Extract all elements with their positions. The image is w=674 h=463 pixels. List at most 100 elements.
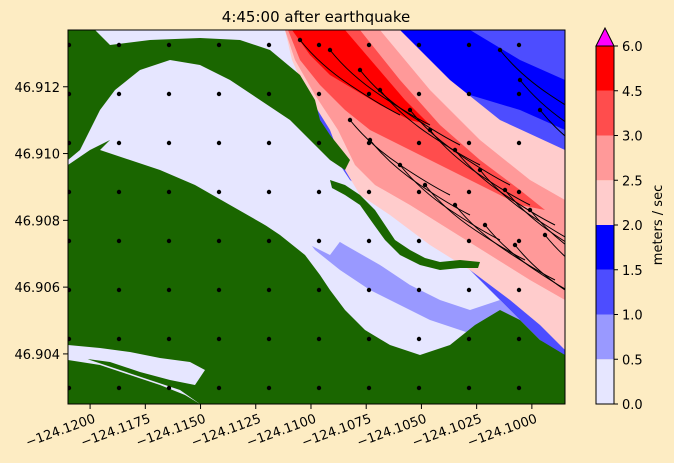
streamline-seed	[407, 107, 413, 113]
chart-title: 4:45:00 after earthquake	[222, 8, 410, 26]
streamline-seed	[68, 238, 72, 244]
streamline-seed	[357, 67, 363, 73]
colorbar-segment	[596, 90, 614, 136]
y-tick-label: 46.908	[15, 214, 61, 229]
streamline-seed	[166, 238, 172, 244]
colorbar-tick-label: 3.0	[622, 130, 643, 145]
streamline-seed	[516, 42, 522, 48]
streamline-seed	[366, 336, 372, 342]
streamline-seed	[497, 47, 503, 53]
plot-area	[68, 30, 565, 404]
streamline-seed	[68, 91, 72, 97]
streamline-seed	[316, 189, 322, 195]
streamline-seed	[116, 91, 122, 97]
streamline-seed	[452, 147, 458, 153]
streamline-seed	[366, 91, 372, 97]
streamline	[359, 69, 461, 146]
streamline	[409, 109, 511, 186]
colorbar-tick-label: 6.0	[622, 40, 643, 55]
land-inlet-tip	[330, 180, 480, 270]
streamline-seed	[166, 189, 172, 195]
streamline-seed	[216, 336, 222, 342]
streamline-seed	[116, 385, 122, 391]
axes-frame	[67, 29, 566, 405]
streamline-seed	[366, 287, 372, 293]
streamline-seed	[166, 385, 172, 391]
streamline-seed	[216, 238, 222, 244]
streamline-seed	[527, 207, 533, 213]
streamline-seed	[116, 238, 122, 244]
streamline-seed	[416, 336, 422, 342]
streamline-seed	[166, 42, 172, 48]
streamline-seed	[466, 42, 472, 48]
streamline-seed	[466, 238, 472, 244]
streamline	[379, 89, 481, 166]
colorbar-tick-label: 2.5	[622, 174, 643, 189]
streamline-seed	[366, 385, 372, 391]
streamline-seed	[517, 77, 523, 83]
streamline	[544, 234, 565, 258]
streamline-seed	[416, 189, 422, 195]
streamline-seed	[68, 189, 72, 195]
streamline-seed	[266, 336, 272, 342]
streamline-seed	[316, 42, 322, 48]
colorbar-tick-label: 1.5	[622, 264, 643, 279]
streamline-seed	[466, 189, 472, 195]
streamline-seed	[316, 91, 322, 97]
streamline-seed	[516, 238, 522, 244]
streamline-seed	[482, 222, 488, 228]
land-main	[68, 140, 565, 404]
streamline-seed	[537, 107, 543, 113]
streamline-seed	[427, 127, 433, 133]
streamline-seed	[266, 385, 272, 391]
streamline-seed	[366, 42, 372, 48]
colorbar-segment	[596, 359, 614, 404]
streamline-seed	[397, 162, 403, 168]
streamline-seed	[68, 42, 72, 48]
streamline-seed	[316, 287, 322, 293]
colorbar: 0.0 0.5 1.0 1.5 2.0 2.5 3.0 4.5 6.0	[595, 26, 643, 413]
colorbar-segment	[596, 180, 614, 225]
land-gap-patch	[68, 345, 205, 385]
streamline	[504, 189, 565, 243]
streamline-seed	[516, 189, 522, 195]
colorbar-segment	[596, 46, 614, 91]
y-tick-label: 46.910	[15, 148, 61, 163]
land-spit	[68, 30, 350, 170]
colorbar-segment	[596, 135, 614, 181]
streamline	[299, 39, 401, 116]
colorbar-label: meters / sec	[651, 185, 666, 265]
y-tick-label: 46.912	[15, 81, 61, 96]
streamline-seed	[116, 336, 122, 342]
streamline	[399, 164, 501, 241]
streamline-seed	[266, 140, 272, 146]
colorbar-tick-label: 2.0	[622, 219, 643, 234]
streamline-seed	[216, 91, 222, 97]
streamline-seed	[266, 238, 272, 244]
streamline-seed	[297, 37, 303, 43]
streamline-seed	[266, 287, 272, 293]
streamline-seed	[416, 287, 422, 293]
colorbar-tick-label: 0.5	[622, 353, 643, 368]
streamline-seed	[216, 287, 222, 293]
speed-band-red	[292, 30, 430, 125]
streamline-seed	[377, 87, 383, 93]
streamline-seed	[316, 336, 322, 342]
streamline-seed	[542, 232, 548, 238]
streamline-seed	[166, 91, 172, 97]
streamline	[369, 139, 471, 216]
y-axis: 46.904 46.906 46.908 46.910 46.912	[15, 81, 68, 363]
streamline-seed	[416, 238, 422, 244]
streamline-seed	[516, 336, 522, 342]
streamline-seed	[466, 385, 472, 391]
streamline-seed	[466, 336, 472, 342]
streamline-seed	[68, 140, 72, 146]
streamline-seed	[466, 91, 472, 97]
streamline-seed	[116, 42, 122, 48]
streamline-seed	[422, 182, 428, 188]
streamline	[479, 169, 565, 238]
streamline-seed	[216, 189, 222, 195]
streamline-seed	[416, 140, 422, 146]
streamline-seed	[316, 238, 322, 244]
streamline-seed	[416, 42, 422, 48]
